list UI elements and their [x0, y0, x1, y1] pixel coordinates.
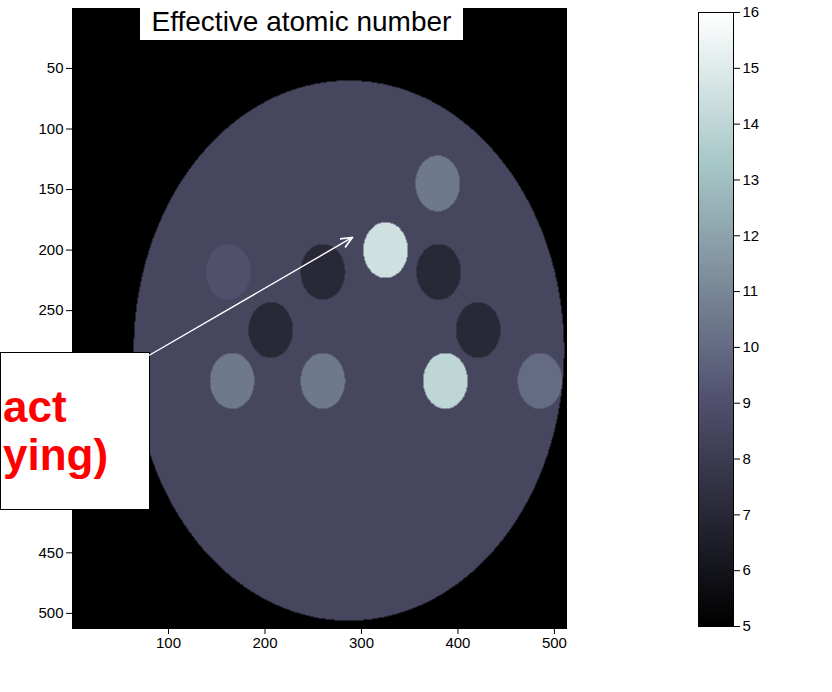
- svg-text:8: 8: [743, 450, 751, 467]
- svg-text:14: 14: [743, 115, 760, 132]
- svg-text:7: 7: [743, 506, 751, 523]
- svg-text:9: 9: [743, 394, 751, 411]
- html-text:ying): ying): [3, 430, 109, 479]
- svg-text:5: 5: [743, 617, 751, 634]
- svg-text:450: 450: [38, 544, 63, 561]
- svg-text:10: 10: [743, 338, 760, 355]
- svg-text:400: 400: [445, 634, 470, 651]
- svg-text:15: 15: [743, 59, 760, 76]
- svg-text:200: 200: [38, 241, 63, 258]
- svg-text:13: 13: [743, 171, 760, 188]
- svg-text:100: 100: [38, 120, 63, 137]
- svg-text:500: 500: [542, 634, 567, 651]
- svg-text:11: 11: [743, 282, 759, 299]
- svg-text:12: 12: [743, 227, 760, 244]
- svg-text:100: 100: [156, 634, 181, 651]
- svg-text:200: 200: [252, 634, 277, 651]
- svg-text:6: 6: [743, 561, 751, 578]
- svg-text:16: 16: [743, 3, 760, 20]
- svg-text:50: 50: [47, 59, 64, 76]
- svg-text:300: 300: [349, 634, 374, 651]
- html-text:Effective atomic number: Effective atomic number: [151, 6, 452, 37]
- svg-text:500: 500: [38, 604, 63, 621]
- html-text:act: act: [3, 381, 67, 431]
- svg-text:250: 250: [38, 301, 63, 318]
- svg-text:150: 150: [38, 180, 63, 197]
